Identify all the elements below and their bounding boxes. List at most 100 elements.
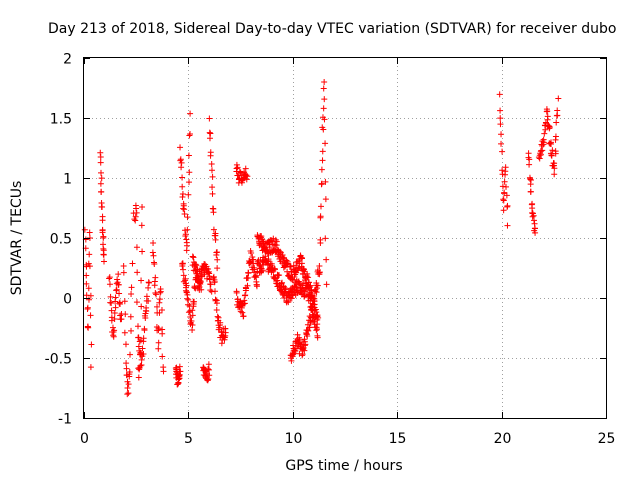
data-point: [178, 164, 185, 171]
data-point: [184, 295, 191, 302]
data-point: [304, 282, 311, 289]
data-point: [182, 231, 189, 238]
data-point: [106, 274, 113, 281]
x-tick-label: 10: [285, 431, 303, 447]
data-point: [555, 95, 562, 102]
data-point: [155, 345, 162, 352]
data-point: [212, 236, 219, 243]
data-point: [542, 126, 549, 133]
data-point: [135, 374, 142, 381]
data-point: [206, 135, 213, 142]
data-point: [526, 161, 533, 168]
data-point: [85, 285, 92, 292]
data-point: [496, 91, 503, 98]
x-tick-label: 15: [389, 431, 407, 447]
axis-ticks: [84, 58, 607, 419]
data-point: [112, 304, 119, 311]
data-point: [502, 164, 509, 171]
data-point: [285, 299, 292, 306]
data-point: [504, 202, 511, 209]
data-point: [179, 193, 186, 200]
x-tick-label: 25: [598, 431, 616, 447]
data-point: [210, 226, 217, 233]
data-point: [159, 330, 166, 337]
data-point: [183, 282, 190, 289]
data-point: [205, 361, 212, 368]
data-point: [548, 140, 555, 147]
data-point: [322, 235, 329, 242]
data-point: [115, 281, 122, 288]
data-point: [155, 339, 162, 346]
data-point: [184, 226, 191, 233]
y-tick-labels: -1 -0.5 0 0.5 1 1.5 2: [45, 52, 72, 428]
data-point: [210, 209, 217, 216]
data-point: [184, 214, 191, 221]
data-point: [86, 263, 93, 270]
data-point: [196, 279, 203, 286]
data-point: [206, 273, 213, 280]
data-point: [97, 159, 104, 166]
y-tick-label: 1.5: [50, 112, 72, 128]
data-point: [177, 368, 184, 375]
data-point: [156, 296, 163, 303]
data-point: [186, 131, 193, 138]
data-point: [186, 132, 193, 139]
data-point: [529, 205, 536, 212]
data-point: [209, 173, 216, 180]
data-point: [551, 165, 558, 172]
data-point: [308, 287, 315, 294]
data-point: [316, 269, 323, 276]
data-point: [87, 292, 94, 299]
data-point: [498, 131, 505, 138]
data-point: [177, 156, 184, 163]
data-point: [127, 313, 134, 320]
data-point: [176, 363, 183, 370]
data-point: [233, 161, 240, 168]
data-point: [98, 169, 105, 176]
x-tick-labels: 0 5 10 15 20 25: [80, 431, 615, 447]
data-point: [199, 272, 206, 279]
data-point: [242, 165, 249, 172]
data-point: [314, 282, 321, 289]
data-point: [97, 153, 104, 160]
data-point: [527, 188, 534, 195]
data-point: [501, 189, 508, 196]
data-point: [180, 266, 187, 273]
data-point: [120, 269, 127, 276]
data-point: [106, 281, 113, 288]
data-point: [211, 278, 218, 285]
data-point: [236, 168, 243, 175]
data-point: [233, 289, 240, 296]
data-point: [249, 253, 256, 260]
data-point: [128, 291, 135, 298]
data-point: [150, 240, 157, 247]
data-point: [322, 178, 329, 185]
data-point: [323, 256, 330, 263]
data-point: [282, 286, 289, 293]
data-point: [540, 139, 547, 146]
data-point: [314, 332, 321, 339]
data-point: [108, 299, 115, 306]
data-point: [179, 260, 186, 267]
data-point: [320, 105, 327, 112]
y-tick-label: -1: [58, 412, 72, 428]
data-point: [302, 341, 309, 348]
data-point: [501, 178, 508, 185]
data-point: [174, 369, 180, 376]
data-point: [321, 116, 328, 123]
data-point: [253, 274, 260, 281]
data-point: [109, 324, 116, 331]
data-point: [296, 337, 303, 344]
data-point: [195, 282, 202, 289]
data-point: [241, 300, 248, 307]
data-point: [306, 324, 313, 331]
data-point: [124, 391, 131, 398]
data-point: [499, 183, 506, 190]
data-point: [153, 291, 160, 298]
data-point: [98, 188, 105, 195]
data-point: [205, 269, 212, 276]
data-point: [185, 191, 192, 198]
data-point: [240, 313, 247, 320]
data-point: [123, 365, 130, 372]
data-point: [123, 360, 130, 367]
